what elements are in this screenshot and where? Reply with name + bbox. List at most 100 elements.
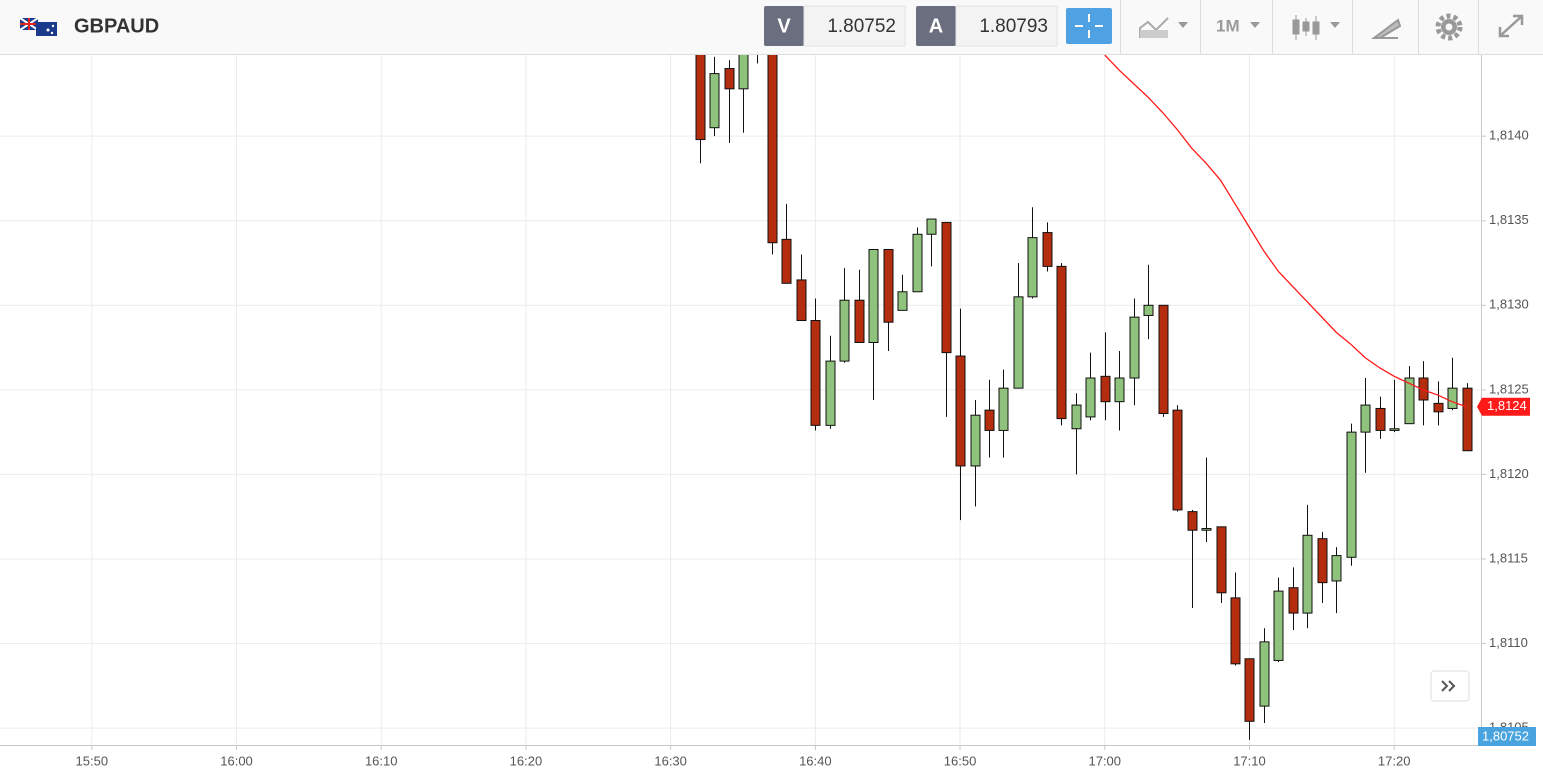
buy-price[interactable]: 1.80793	[979, 16, 1048, 37]
chart-type-button[interactable]	[1139, 17, 1188, 38]
toolbar-separators	[1120, 0, 1479, 54]
candle-body	[1201, 528, 1212, 531]
candle-body	[1273, 590, 1284, 661]
x-tick-label: 16:40	[799, 753, 832, 768]
candle-body	[825, 360, 836, 426]
scroll-button[interactable]	[1430, 670, 1470, 702]
candle-body	[1100, 375, 1111, 403]
symbol: GBPAUD	[74, 15, 159, 37]
candle-body	[767, 55, 778, 244]
candle-body	[1143, 304, 1154, 316]
bid-price-tag	[1478, 727, 1536, 746]
flag-icon	[19, 17, 57, 36]
candle-body	[1404, 377, 1415, 425]
x-tick-label: 15:50	[76, 753, 109, 768]
candle-body	[1375, 407, 1386, 431]
moving-average-line	[1104, 55, 1467, 408]
candle-body	[1418, 377, 1429, 401]
crosshair-button[interactable]	[1066, 8, 1112, 44]
candle-body	[854, 299, 865, 343]
candle-body	[810, 320, 821, 426]
candle-body	[1346, 431, 1357, 558]
candle-body	[1071, 404, 1082, 430]
candle-style-button[interactable]	[1292, 15, 1340, 40]
buy-price-box[interactable]	[955, 5, 1058, 47]
buy-label[interactable]: A	[929, 15, 943, 37]
candle-body	[1462, 387, 1473, 452]
candle-body	[781, 238, 792, 284]
candle-body	[1317, 538, 1328, 584]
sell-button[interactable]	[764, 6, 804, 46]
candle-body	[1244, 658, 1255, 722]
sell-price[interactable]: 1.80752	[827, 16, 896, 37]
y-tick-label: 1,8115	[1489, 550, 1528, 565]
y-tick-label: 1,8110	[1489, 635, 1528, 650]
draw-button[interactable]	[1371, 18, 1402, 39]
candle-body	[1187, 511, 1198, 531]
x-tick-label: 16:00	[220, 753, 253, 768]
axis-labels: 1,81051,81101,81151,81201,81251,81301,81…	[76, 128, 1536, 768]
candle-body	[897, 291, 908, 311]
candle-body	[1216, 526, 1227, 594]
candle-body	[724, 68, 735, 90]
candle-body	[868, 248, 879, 343]
candle-body	[1129, 316, 1140, 379]
candle-body	[1085, 377, 1096, 418]
sell-price-box[interactable]	[803, 5, 906, 47]
candle-body	[1056, 265, 1067, 420]
x-tick-label: 17:20	[1378, 753, 1411, 768]
y-tick-label: 1,8140	[1489, 128, 1529, 143]
x-tick-label: 16:10	[365, 753, 398, 768]
settings-button[interactable]	[1435, 13, 1463, 41]
candle-body	[1360, 404, 1371, 433]
y-tick-label: 1,8135	[1489, 212, 1529, 227]
candle-body	[796, 279, 807, 322]
x-tick-label: 17:10	[1233, 753, 1266, 768]
candle-body	[998, 387, 1009, 431]
candle-body	[1331, 555, 1342, 582]
y-tick-label: 1,8120	[1489, 466, 1529, 481]
candle-body	[1302, 534, 1313, 614]
candle-body	[941, 221, 952, 354]
y-tick-label: 1,8130	[1489, 297, 1529, 312]
x-tick-label: 16:20	[510, 753, 543, 768]
candle-body	[883, 248, 894, 323]
candle-body	[1172, 409, 1183, 511]
buy-button[interactable]	[916, 6, 956, 46]
candle-body	[1114, 377, 1125, 403]
timeframe-caret	[1250, 22, 1260, 28]
x-tick-label: 16:50	[944, 753, 977, 768]
candle-body	[984, 409, 995, 431]
crosshair-icon	[1075, 14, 1103, 38]
x-tick-label: 16:30	[654, 753, 687, 768]
candle-body	[695, 55, 706, 141]
candle-body	[738, 55, 749, 90]
x-tick-label: 17:00	[1088, 753, 1121, 768]
candle-body	[970, 414, 981, 467]
candle-body	[1158, 304, 1169, 415]
fullscreen-button[interactable]	[1498, 14, 1524, 38]
candle-body	[1447, 387, 1458, 409]
candle-body	[1027, 237, 1038, 298]
candle-body	[1288, 587, 1299, 614]
candle-body	[912, 233, 923, 293]
candle-body	[839, 299, 850, 362]
candle-body	[1013, 296, 1024, 389]
sell-label[interactable]: V	[777, 15, 791, 37]
candle-body	[709, 73, 720, 129]
candle-body	[1389, 428, 1400, 431]
y-tick-label: 1,8125	[1489, 381, 1529, 396]
candle-body	[1042, 232, 1053, 267]
candle-body	[926, 218, 937, 235]
candle-body	[1230, 597, 1241, 665]
candle-body	[955, 355, 966, 467]
candle-body	[1259, 641, 1270, 707]
bid-price-label: 1,80752	[1482, 728, 1529, 743]
ma-price-label: 1,8124	[1487, 398, 1527, 413]
candle-body	[1433, 402, 1444, 413]
plot-area	[695, 55, 1473, 740]
ma-price-tag	[1477, 397, 1530, 416]
timeframe[interactable]: 1M	[1216, 16, 1240, 35]
